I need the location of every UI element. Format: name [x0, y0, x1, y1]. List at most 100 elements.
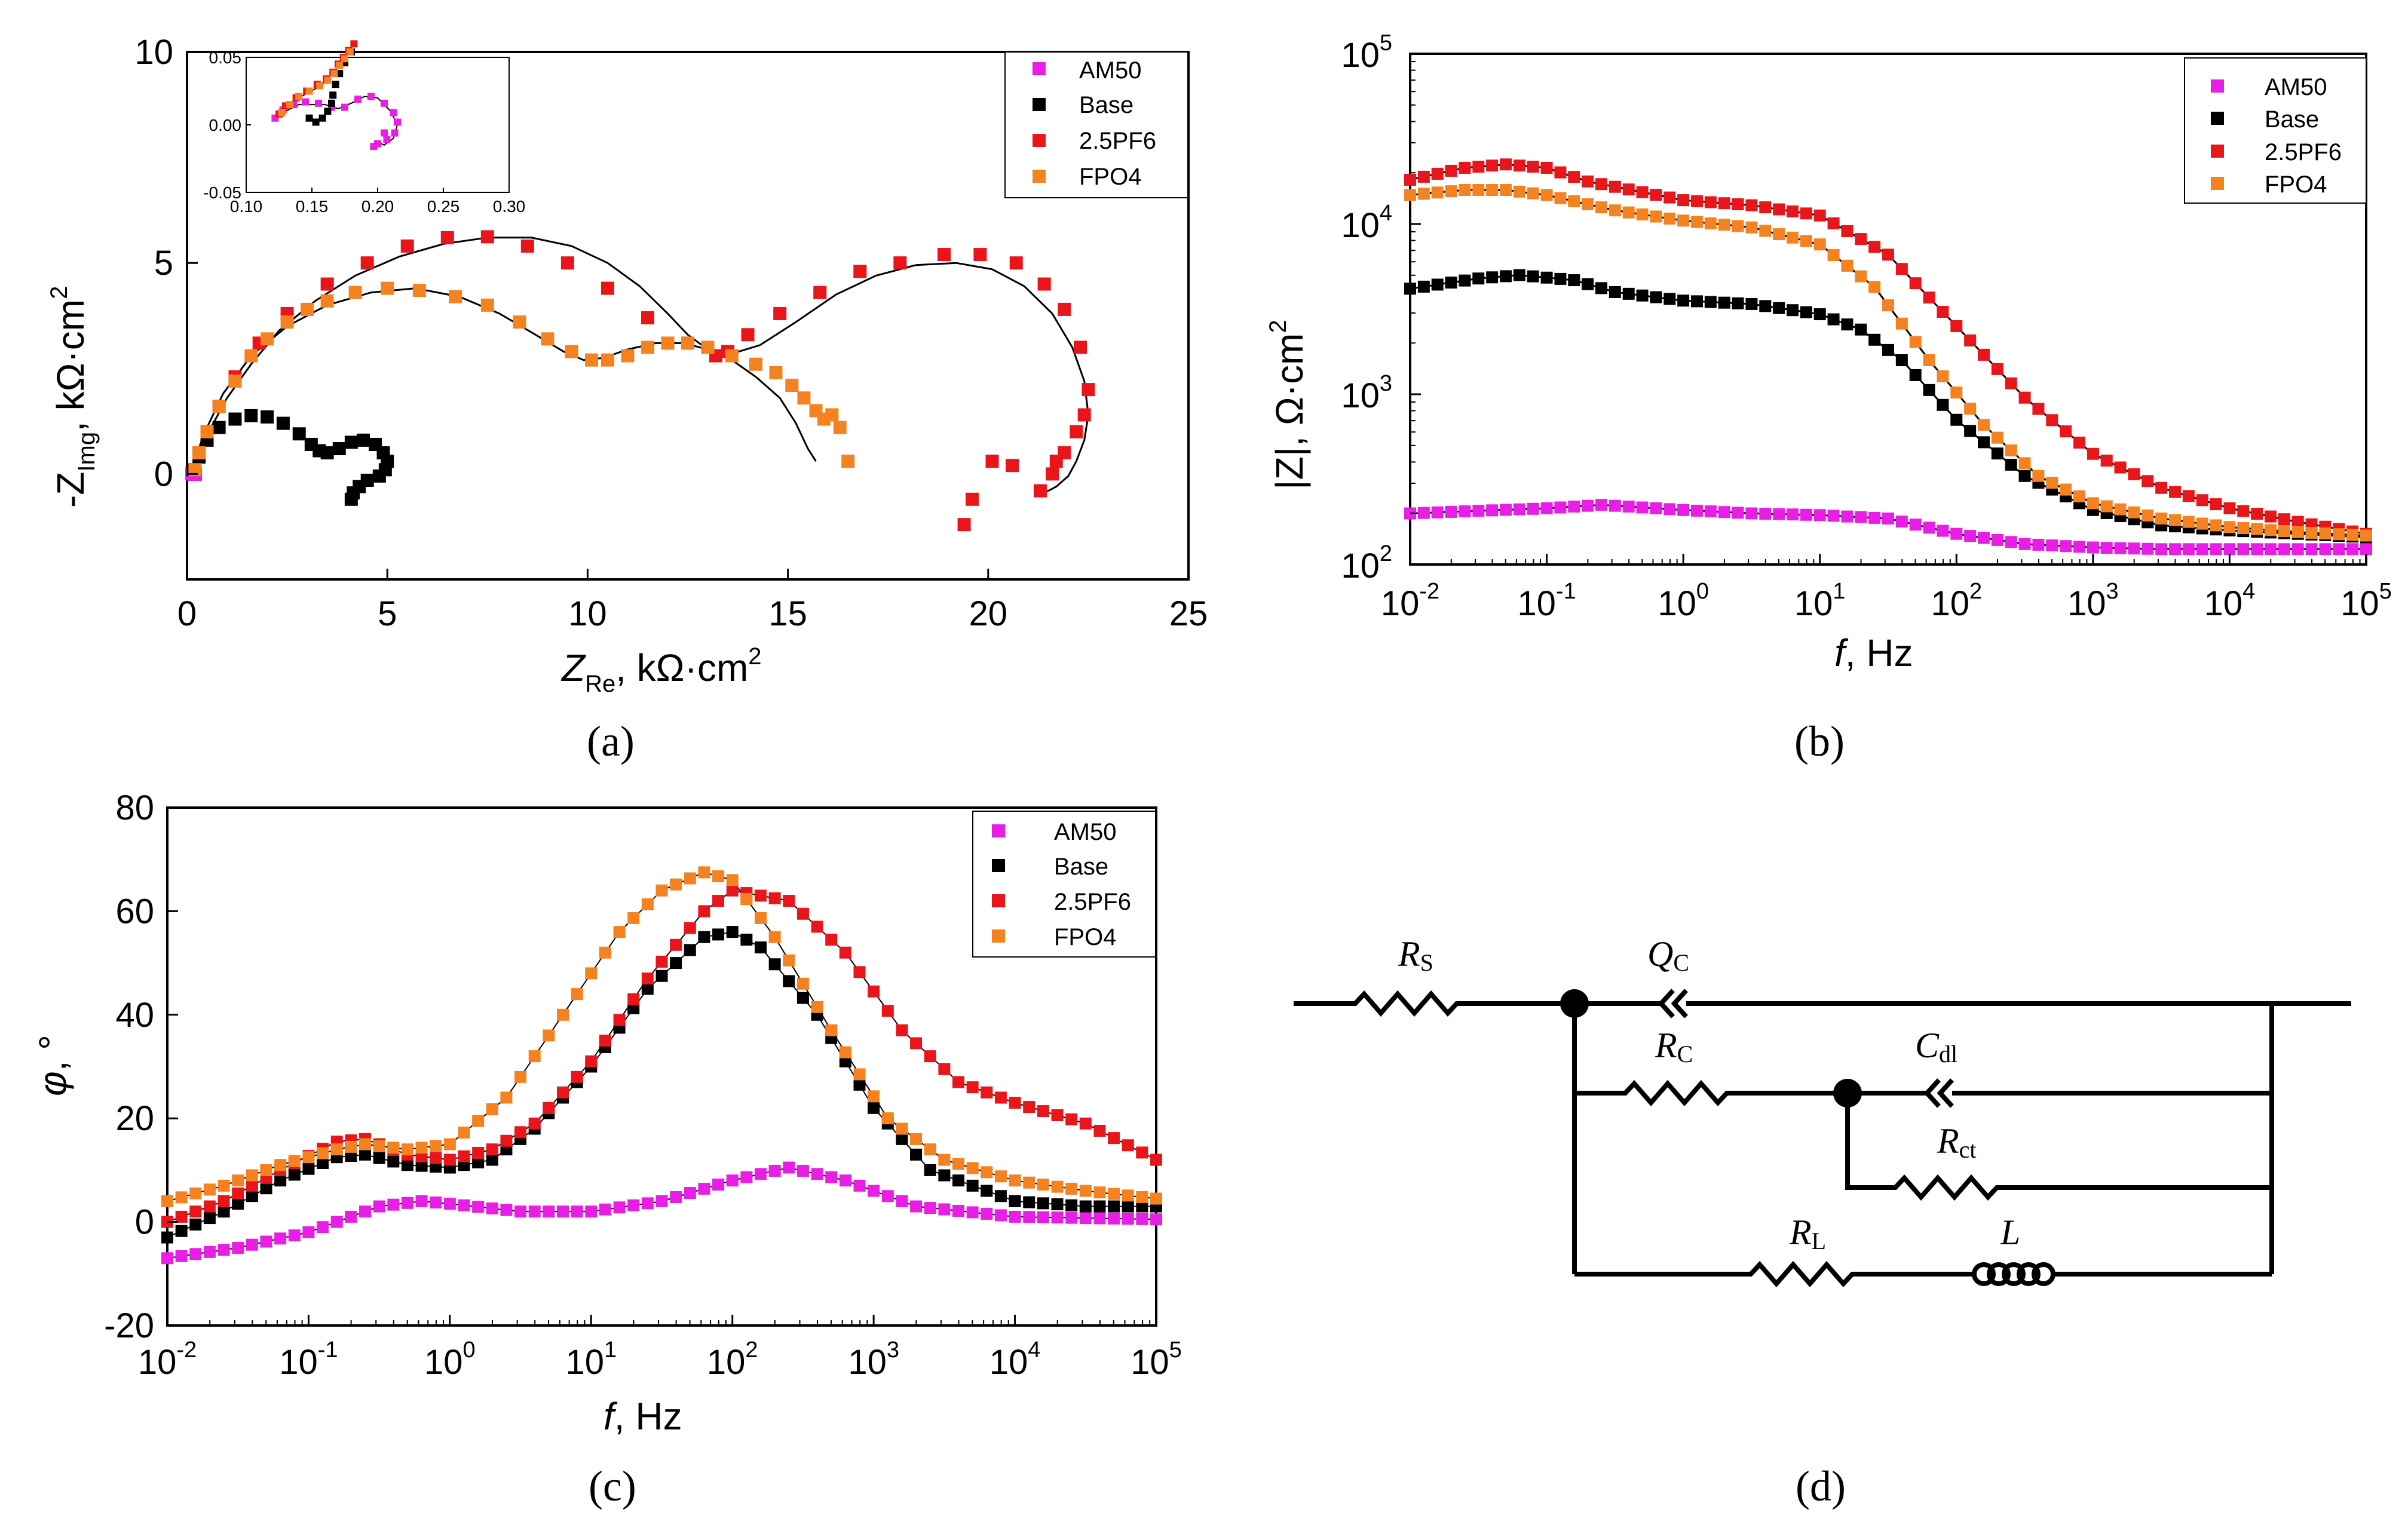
panel-a-point-2-5pf6 [1082, 383, 1095, 397]
panel-b-point-am50 [1554, 501, 1567, 514]
panel-c-point-am50 [783, 1161, 795, 1174]
panel-a-point-2-5pf6 [1037, 277, 1051, 291]
panel-b-point-fpo4 [1868, 281, 1881, 293]
panel-b-point-am50 [1800, 508, 1812, 521]
panel-c-point-am50 [472, 1201, 485, 1213]
panel-b-point-base [1882, 343, 1894, 356]
panel-a-inset-x-tick-label: 0.15 [296, 197, 329, 216]
panel-b-point-2-5pf6 [2196, 494, 2208, 507]
panel-a-point-2-5pf6 [741, 328, 755, 342]
circuit-node-2 [1833, 1079, 1862, 1107]
panel-c-point-base [387, 1155, 400, 1168]
panel-c-legend-marker-am50 [992, 824, 1005, 837]
panel-a-legend-entry-am50: AM50 [1033, 57, 1142, 84]
panel-b-point-am50 [2128, 542, 2140, 555]
panel-c-point-am50 [1051, 1211, 1064, 1224]
panel-b-point-2-5pf6 [2142, 475, 2154, 487]
panel-a-point-2-5pf6 [641, 311, 654, 325]
panel-b-point-fpo4 [1895, 317, 1908, 330]
panel-c-point-fpo4 [359, 1138, 371, 1150]
panel-a-point-fpo4 [701, 340, 715, 354]
panel-b-point-fpo4 [1813, 238, 1826, 251]
panel-b-point-2-5pf6 [1500, 158, 1512, 171]
panel-a-inset-point-am50 [354, 96, 361, 103]
panel-b-point-fpo4 [2265, 524, 2277, 536]
panel-a-point-2-5pf6 [440, 231, 454, 244]
panel-a-point-fpo4 [749, 357, 762, 371]
panel-b-point-2-5pf6 [1704, 196, 1717, 208]
panel-a-inset-point-fpo4 [278, 109, 286, 116]
panel-b-point-am50 [1582, 499, 1594, 512]
panel-a-point-2-5pf6 [773, 306, 787, 320]
panel-c-point-2-5pf6 [528, 1117, 541, 1130]
panel-b-data-points [1404, 158, 2372, 556]
panel-b-point-base [1773, 302, 1785, 314]
panel-b-legend-entry-2-5pf6: 2.5PF6 [2211, 139, 2342, 165]
panel-c-point-am50 [443, 1198, 456, 1210]
panel-c-point-base [345, 1150, 357, 1162]
panel-b-point-fpo4 [2073, 490, 2085, 502]
panel-c-point-2-5pf6 [868, 985, 880, 998]
panel-c-point-fpo4 [783, 954, 795, 966]
panel-b-point-2-5pf6 [1609, 180, 1621, 193]
panel-b-point-am50 [1609, 499, 1621, 512]
panel-a-point-fpo4 [188, 463, 202, 477]
panel-b-fit-line-base [1410, 274, 2367, 538]
panel-c-point-am50 [1150, 1213, 1162, 1226]
panel-a-point-2-5pf6 [400, 239, 414, 253]
panel-c-point-am50 [288, 1229, 301, 1242]
panel-a-inset-point-fpo4 [316, 82, 324, 90]
panel-c-point-am50 [796, 1164, 809, 1177]
panel-a-point-fpo4 [381, 281, 394, 295]
inductor-turn-3 [2002, 1262, 2026, 1286]
panel-b-point-am50 [1895, 516, 1908, 528]
panel-c-point-fpo4 [952, 1158, 964, 1170]
panel-a-point-fpo4 [585, 353, 599, 367]
panel-b-point-am50 [2360, 543, 2372, 556]
panel-a-y-tick-label: 10 [134, 33, 173, 72]
panel-c-point-am50 [839, 1174, 851, 1187]
panel-b-point-fpo4 [1937, 370, 1949, 383]
panel-b-point-base [1800, 306, 1812, 318]
panel-a-legend-marker-2-5pf6 [1033, 134, 1046, 147]
panel-c-point-2-5pf6 [1108, 1132, 1120, 1145]
panel-a-inset-point-am50 [394, 118, 401, 126]
panel-c-data-points [161, 866, 1162, 1265]
panel-a-inset-point-fpo4 [341, 55, 348, 63]
panel-c-point-2-5pf6 [1023, 1101, 1035, 1113]
panel-b-point-base [1704, 296, 1717, 308]
panel-b-point-2-5pf6 [1773, 203, 1785, 216]
panel-b-point-am50 [2182, 543, 2195, 556]
panel-a-point-base [344, 492, 358, 506]
panel-c-point-fpo4 [981, 1166, 993, 1179]
panel-a-caption: (a) [587, 717, 635, 765]
panel-c-point-2-5pf6 [1037, 1105, 1049, 1118]
panel-b-point-base [1663, 293, 1676, 305]
panel-b-point-2-5pf6 [1636, 186, 1649, 198]
panel-b-point-base [1691, 295, 1703, 308]
panel-a-point-2-5pf6 [938, 248, 951, 262]
panel-c-point-fpo4 [585, 967, 598, 980]
panel-a-point-fpo4 [601, 353, 614, 367]
panel-b-point-fpo4 [2319, 527, 2332, 540]
panel-b-y-tick-label: 105 [1341, 30, 1392, 75]
panel-b-point-fpo4 [1663, 212, 1676, 225]
panel-c-point-2-5pf6 [825, 934, 838, 946]
panel-a-inset-point-fpo4 [336, 62, 344, 69]
panel-b-point-fpo4 [2087, 497, 2099, 510]
panel-c-point-2-5pf6 [811, 921, 823, 933]
panel-c-point-am50 [557, 1205, 569, 1218]
panel-c-point-base [1023, 1196, 1035, 1208]
panel-a-point-fpo4 [261, 332, 274, 346]
panel-b-point-fpo4 [1650, 210, 1662, 223]
panel-b-point-am50 [1486, 504, 1499, 517]
panel-c-point-am50 [1065, 1211, 1078, 1224]
panel-a-inset-point-base [336, 70, 344, 78]
panel-b-point-base [1431, 278, 1444, 291]
panel-c-point-am50 [1136, 1213, 1148, 1225]
panel-c-point-2-5pf6 [881, 1005, 894, 1017]
panel-c-point-2-5pf6 [1065, 1113, 1078, 1125]
panel-c-x-tick-label: 10-2 [138, 1337, 197, 1382]
circuit-rc-branch [1574, 1078, 2272, 1108]
panel-a-legend-label-am50: AM50 [1079, 57, 1142, 84]
